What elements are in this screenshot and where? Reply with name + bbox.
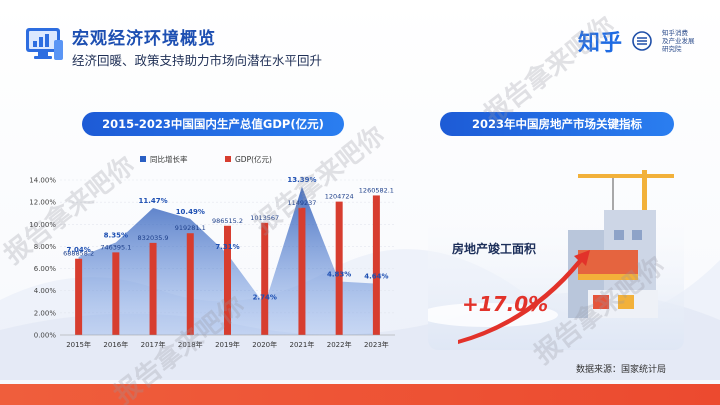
y-tick-label: 10.00%	[29, 221, 56, 229]
economy-icon	[26, 28, 63, 60]
growth-rate-label: 7.04%	[66, 246, 90, 254]
growth-rate-label: 7.31%	[215, 243, 239, 251]
x-tick-label: 2015年	[66, 340, 91, 349]
gdp-bar-label: 1149237	[287, 199, 316, 207]
gdp-bar-label: 1013567	[250, 214, 279, 222]
legend-label-rate: 同比增长率	[150, 154, 188, 164]
gdp-bar	[372, 195, 380, 335]
x-tick-label: 2016年	[103, 340, 128, 349]
brand-name: 知乎	[577, 31, 622, 56]
x-tick-label: 2018年	[178, 340, 203, 349]
header: 宏观经济环境概览 经济回暖、政策支持助力市场向潜在水平回升 知乎 知乎消费 及产…	[0, 0, 720, 84]
legend-swatch-rate	[140, 156, 146, 162]
gdp-bar	[224, 225, 231, 335]
gdp-chart-svg: 同比增长率 GDP(亿元) 0.00% 2.00% 4.00% 6.00% 8.00% 10.…	[29, 154, 395, 349]
page-title: 宏观经济环境概览	[72, 29, 216, 49]
growth-rate-label: 4.83%	[327, 271, 351, 279]
y-tick-label: 4.00%	[34, 287, 57, 295]
y-tick-label: 12.00%	[29, 199, 56, 207]
brand-org: 知乎消费 及产业发展 研究院	[662, 29, 696, 53]
legend-label-gdp: GDP(亿元)	[235, 154, 272, 164]
gdp-bar-label: 1260582.1	[359, 186, 394, 194]
gdp-bar	[112, 252, 120, 335]
brand-logo: 知乎 知乎消费 及产业发展 研究院	[578, 24, 696, 58]
growth-rate-label: 13.39%	[287, 176, 316, 184]
gdp-bar-label: 919281.1	[175, 224, 206, 232]
gdp-bar	[149, 242, 157, 335]
growth-rate-label: 8.35%	[104, 232, 128, 240]
gdp-bar-label: 688858.2	[63, 250, 94, 258]
x-tick-label: 2020年	[252, 340, 277, 349]
y-tick-label: 0.00%	[34, 332, 57, 340]
brand-org-line: 研究院	[662, 45, 682, 53]
x-tick-label: 2023年	[364, 340, 389, 349]
y-tick-label: 14.00%	[29, 177, 56, 185]
gdp-bar-label: 1204724	[325, 193, 354, 201]
gdp-bar	[75, 258, 83, 335]
construction-illustration	[428, 170, 684, 350]
gdp-bar	[298, 207, 306, 335]
growth-rate-label: 4.64%	[364, 273, 388, 281]
page-subtitle: 经济回暖、政策支持助力市场向潜在水平回升	[72, 53, 323, 68]
gdp-bar-label: 832035.9	[138, 234, 169, 242]
growth-rate-label: 11.47%	[138, 197, 167, 205]
gdp-bar	[335, 201, 343, 335]
x-tick-label: 2022年	[327, 340, 352, 349]
y-tick-label: 6.00%	[34, 265, 57, 273]
metric-value: +17.0%	[462, 292, 549, 316]
gdp-panel-heading: 2015-2023中国国内生产总值GDP(亿元)	[82, 112, 344, 136]
growth-rate-label: 10.49%	[176, 208, 205, 216]
x-tick-label: 2019年	[215, 340, 240, 349]
footer-bar	[0, 384, 720, 405]
y-tick-label: 8.00%	[34, 243, 57, 251]
x-tick-label: 2021年	[290, 340, 315, 349]
y-tick-label: 2.00%	[34, 309, 57, 317]
realestate-panel-heading: 2023年中国房地产市场关键指标	[440, 112, 674, 136]
gdp-chart: 同比增长率 GDP(亿元) 0.00% 2.00% 4.00% 6.00% 8.00% 10.…	[20, 150, 410, 360]
growth-rate-label: 2.74%	[253, 294, 277, 302]
metric-label: 房地产竣工面积	[452, 242, 537, 256]
gdp-bar-label: 986515.2	[212, 217, 243, 225]
brand-mark-icon	[632, 31, 652, 51]
x-tick-label: 2017年	[141, 340, 166, 349]
brand-org-line: 知乎消费	[662, 29, 688, 37]
gdp-bar	[186, 233, 194, 335]
legend-swatch-gdp	[225, 156, 231, 162]
brand-org-line: 及产业发展	[662, 37, 695, 45]
gdp-bar-label: 746395.1	[100, 243, 131, 251]
data-source: 数据来源：国家统计局	[576, 365, 667, 375]
gdp-bar	[261, 222, 269, 335]
